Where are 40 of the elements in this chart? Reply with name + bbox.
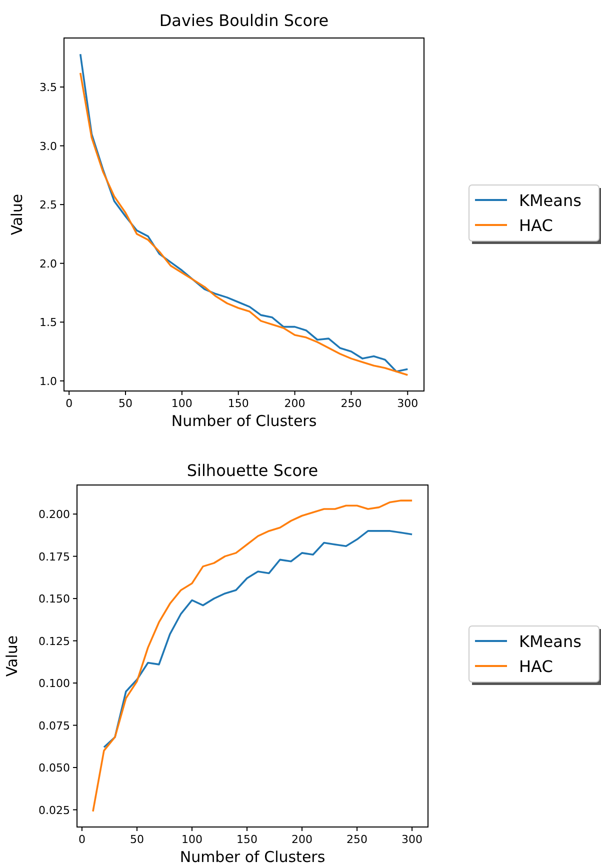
x-tick-label: 150 [236,833,258,846]
x-tick-label: 200 [284,397,306,410]
y-tick-label: 0.025 [38,804,70,817]
y-tick-label: 0.125 [38,634,70,648]
y-tick-label: 2.0 [40,257,57,270]
y-tick-label: 0.050 [38,762,70,775]
y-tick-label: 1.0 [40,374,57,388]
y-tick-label: 0.200 [38,508,70,522]
x-tick-label: 0 [66,397,73,410]
line-series [92,500,413,812]
x-tick-label: 0 [78,833,86,846]
y-tick-label: 0.100 [38,677,70,690]
y-tick-label: 0.175 [38,550,70,564]
legend-label: KMeans [519,191,582,210]
x-tick-label: 250 [346,833,368,846]
x-tick-label: 300 [397,397,418,410]
y-axis-title: Value [8,194,26,236]
legend-label: HAC [519,216,553,235]
y-tick-label: 0.150 [38,592,70,606]
x-tick-label: 100 [171,397,192,410]
y-tick-label: 3.5 [40,81,57,94]
y-tick-label: 3.0 [40,140,57,153]
legend-label: HAC [519,657,553,676]
legend-label: KMeans [519,632,582,651]
x-axis-title: Number of Clusters [180,848,326,866]
x-tick-label: 50 [130,833,144,846]
chart-title: Silhouette Score [186,461,318,480]
line-series [103,530,413,748]
x-axis-title: Number of Clusters [171,412,317,430]
y-tick-label: 2.5 [40,198,57,212]
y-tick-label: 1.5 [40,316,57,330]
y-axis-title: Value [3,635,21,677]
x-tick-label: 50 [118,397,133,410]
y-tick-label: 0.075 [38,719,70,732]
x-tick-label: 250 [340,397,362,410]
x-tick-label: 150 [228,397,249,410]
x-tick-label: 300 [402,833,423,846]
x-tick-label: 100 [181,833,202,846]
chart-title: Davies Bouldin Score [159,11,329,30]
x-tick-label: 200 [292,833,313,846]
